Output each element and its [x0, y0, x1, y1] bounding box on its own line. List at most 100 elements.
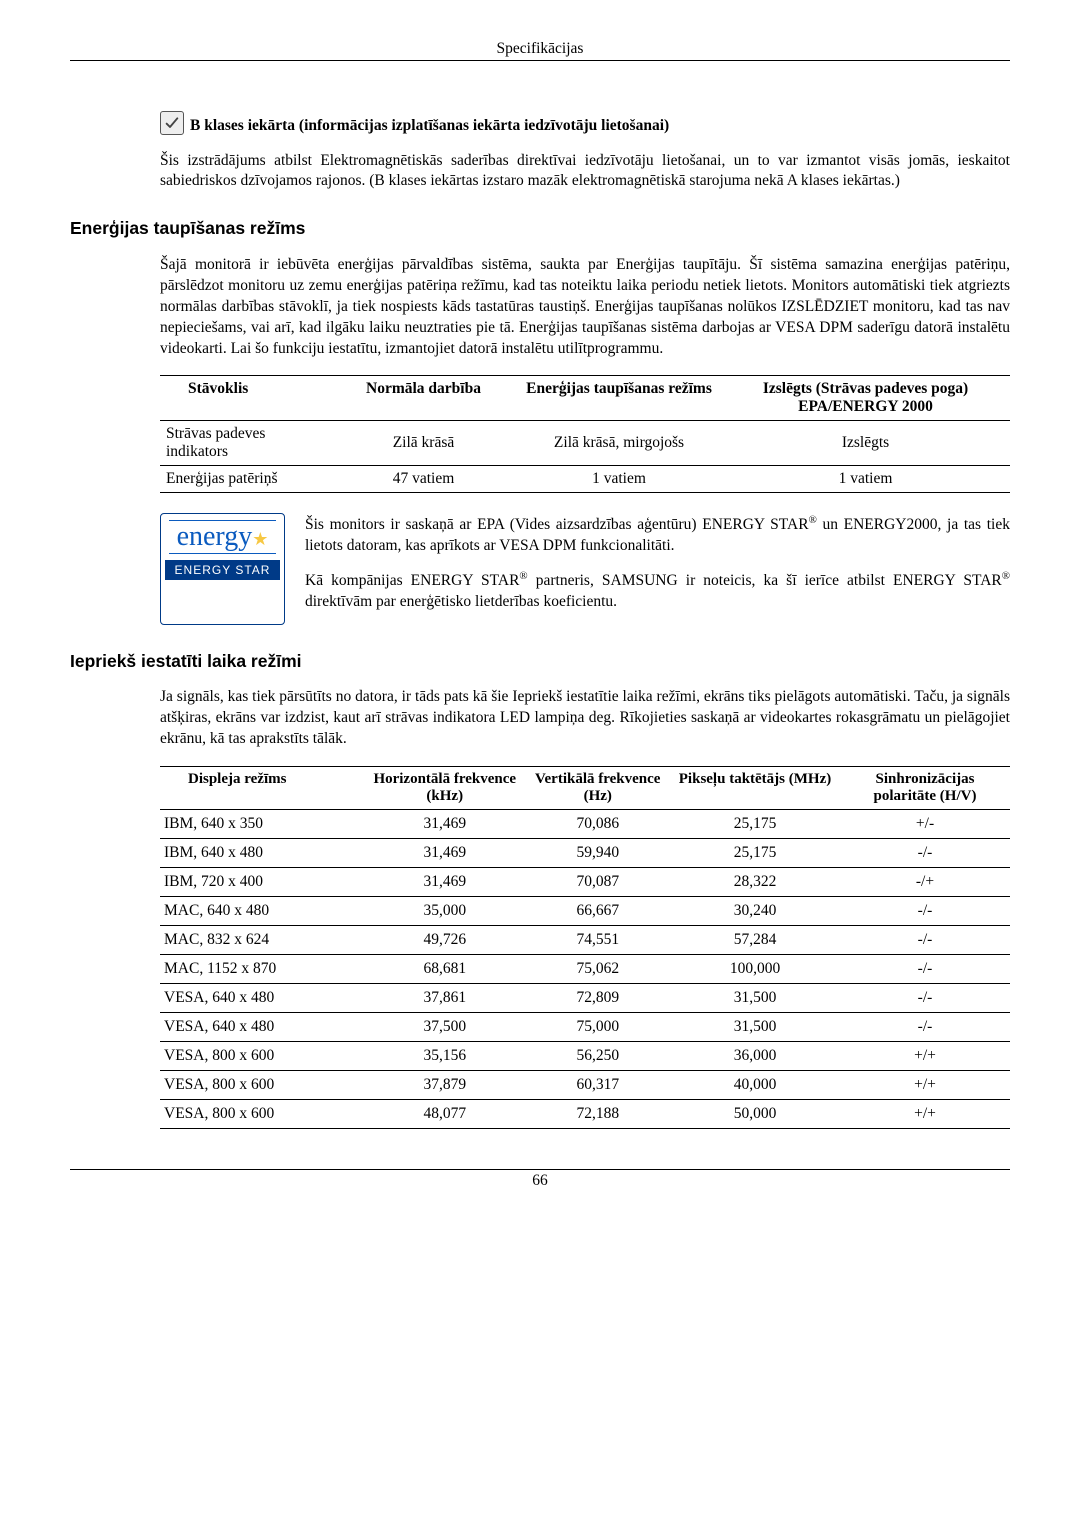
table-cell: +/+ [840, 1041, 1010, 1070]
table-cell: 60,317 [526, 1070, 671, 1099]
table-cell: 37,879 [364, 1070, 526, 1099]
table-cell: 68,681 [364, 954, 526, 983]
table-cell: 1 vatiem [721, 465, 1010, 492]
table-cell: 35,156 [364, 1041, 526, 1070]
table-cell: VESA, 800 x 600 [160, 1070, 364, 1099]
tm-th-3: Pikseļu taktētājs (MHz) [670, 766, 840, 809]
power-saver-table: Stāvoklis Normāla darbība Enerģijas taup… [160, 375, 1010, 493]
table-cell: -/+ [840, 867, 1010, 896]
table-cell: Zilā krāsā [330, 420, 517, 465]
table-cell: VESA, 800 x 600 [160, 1099, 364, 1128]
table-cell: +/+ [840, 1099, 1010, 1128]
tm-th-4: Sinhronizācijas polaritāte (H/V) [840, 766, 1010, 809]
table-cell: 74,551 [526, 925, 671, 954]
page-header-title: Specifikācijas [70, 40, 1010, 61]
timing-table: Displeja režīms Horizontālā frekvence (k… [160, 766, 1010, 1129]
tm-th-0: Displeja režīms [160, 766, 364, 809]
table-cell: 35,000 [364, 896, 526, 925]
table-row: IBM, 640 x 48031,46959,94025,175-/- [160, 838, 1010, 867]
table-row: Enerģijas patēriņš47 vatiem1 vatiem1 vat… [160, 465, 1010, 492]
table-cell: 28,322 [670, 867, 840, 896]
table-cell: -/- [840, 838, 1010, 867]
table-cell: 57,284 [670, 925, 840, 954]
table-cell: MAC, 1152 x 870 [160, 954, 364, 983]
table-cell: MAC, 640 x 480 [160, 896, 364, 925]
ps-th-2: Enerģijas taupīšanas režīms [517, 375, 721, 420]
table-row: IBM, 640 x 35031,46970,08625,175+/- [160, 809, 1010, 838]
table-cell: Izslēgts [721, 420, 1010, 465]
table-cell: 31,500 [670, 1012, 840, 1041]
check-icon [160, 111, 184, 135]
class-b-section: B klases iekārta (informācijas izplatīša… [160, 111, 1010, 192]
table-row: VESA, 800 x 60035,15656,25036,000+/+ [160, 1041, 1010, 1070]
table-cell: 37,500 [364, 1012, 526, 1041]
table-cell: 31,469 [364, 809, 526, 838]
table-cell: 31,469 [364, 867, 526, 896]
table-cell: 1 vatiem [517, 465, 721, 492]
table-cell: 50,000 [670, 1099, 840, 1128]
table-cell: MAC, 832 x 624 [160, 925, 364, 954]
timing-body: Ja signāls, kas tiek pārsūtīts no datora… [160, 687, 1010, 750]
table-cell: 70,086 [526, 809, 671, 838]
table-cell: 31,469 [364, 838, 526, 867]
table-cell: Strāvas padeves indikators [160, 420, 330, 465]
table-cell: Enerģijas patēriņš [160, 465, 330, 492]
table-cell: 31,500 [670, 983, 840, 1012]
table-cell: 36,000 [670, 1041, 840, 1070]
class-b-heading: B klases iekārta (informācijas izplatīša… [190, 117, 669, 135]
class-b-body: Šis izstrādājums atbilst Elektromagnētis… [160, 151, 1010, 193]
table-cell: VESA, 640 x 480 [160, 1012, 364, 1041]
ps-th-0: Stāvoklis [160, 375, 330, 420]
ps-th-3: Izslēgts (Strāvas padeves poga) EPA/ENER… [721, 375, 1010, 420]
timing-section: Ja signāls, kas tiek pārsūtīts no datora… [160, 687, 1010, 1128]
table-cell: 75,062 [526, 954, 671, 983]
table-cell: 72,188 [526, 1099, 671, 1128]
table-row: VESA, 800 x 60048,07772,18850,000+/+ [160, 1099, 1010, 1128]
table-row: VESA, 640 x 48037,50075,00031,500-/- [160, 1012, 1010, 1041]
table-cell: -/- [840, 1012, 1010, 1041]
table-cell: IBM, 720 x 400 [160, 867, 364, 896]
table-cell: 100,000 [670, 954, 840, 983]
table-cell: 49,726 [364, 925, 526, 954]
table-row: VESA, 640 x 48037,86172,80931,500-/- [160, 983, 1010, 1012]
tm-th-1: Horizontālā frekvence (kHz) [364, 766, 526, 809]
table-cell: 48,077 [364, 1099, 526, 1128]
table-cell: VESA, 640 x 480 [160, 983, 364, 1012]
table-cell: -/- [840, 925, 1010, 954]
table-cell: -/- [840, 954, 1010, 983]
table-cell: 25,175 [670, 809, 840, 838]
table-cell: 25,175 [670, 838, 840, 867]
table-cell: 75,000 [526, 1012, 671, 1041]
table-cell: -/- [840, 896, 1010, 925]
table-cell: 37,861 [364, 983, 526, 1012]
table-cell: Zilā krāsā, mirgojošs [517, 420, 721, 465]
power-saver-section: Šajā monitorā ir iebūvēta enerģijas pārv… [160, 255, 1010, 625]
table-row: MAC, 1152 x 87068,68175,062100,000-/- [160, 954, 1010, 983]
table-cell: IBM, 640 x 480 [160, 838, 364, 867]
table-cell: 72,809 [526, 983, 671, 1012]
table-cell: 56,250 [526, 1041, 671, 1070]
timing-heading: Iepriekš iestatīti laika režīmi [70, 651, 1010, 672]
energy-star-logo: energy★ ENERGY STAR [160, 513, 285, 625]
power-saver-heading: Enerģijas taupīšanas režīms [70, 218, 1010, 239]
table-cell: 40,000 [670, 1070, 840, 1099]
tm-th-2: Vertikālā frekvence (Hz) [526, 766, 671, 809]
table-row: MAC, 640 x 48035,00066,66730,240-/- [160, 896, 1010, 925]
energy-star-script: energy★ [165, 523, 280, 551]
table-cell: VESA, 800 x 600 [160, 1041, 364, 1070]
energy-star-text: Šis monitors ir saskaņā ar EPA (Vides ai… [305, 513, 1010, 625]
table-cell: +/- [840, 809, 1010, 838]
table-cell: 59,940 [526, 838, 671, 867]
table-cell: 70,087 [526, 867, 671, 896]
table-row: Strāvas padeves indikatorsZilā krāsāZilā… [160, 420, 1010, 465]
table-cell: 47 vatiem [330, 465, 517, 492]
table-row: MAC, 832 x 62449,72674,55157,284-/- [160, 925, 1010, 954]
table-row: IBM, 720 x 40031,46970,08728,322-/+ [160, 867, 1010, 896]
ps-th-1: Normāla darbība [330, 375, 517, 420]
page-number: 66 [70, 1169, 1010, 1190]
energy-star-bar: ENERGY STAR [165, 560, 280, 580]
table-cell: 66,667 [526, 896, 671, 925]
table-cell: 30,240 [670, 896, 840, 925]
power-saver-body: Šajā monitorā ir iebūvēta enerģijas pārv… [160, 255, 1010, 360]
table-cell: +/+ [840, 1070, 1010, 1099]
